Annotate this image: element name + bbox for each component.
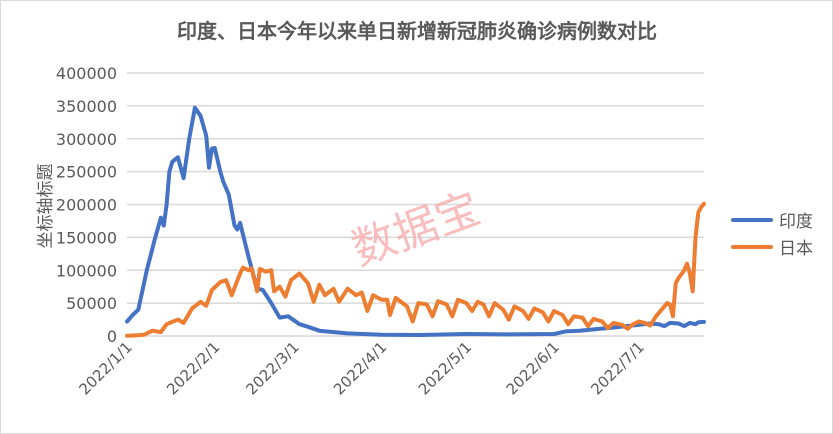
x-tick-label: 2022/7/1 [587, 338, 647, 398]
y-axis-title: 坐标轴标题 [36, 164, 56, 249]
y-tick-label: 50000 [66, 294, 117, 313]
series-line-japan [125, 201, 706, 338]
y-tick-label: 100000 [56, 261, 117, 280]
x-tick-label: 2022/3/1 [242, 338, 302, 398]
gridlines [127, 72, 704, 337]
y-tick-label: 0 [107, 327, 117, 346]
y-tick-label: 200000 [56, 196, 117, 215]
y-tick-label: 300000 [56, 130, 117, 149]
chart-title: 印度、日本今年以来单日新增新冠肺炎确诊病例数对比 [177, 19, 657, 43]
x-tick-label: 2022/4/1 [330, 338, 390, 398]
x-tick-label: 2022/2/1 [163, 338, 223, 398]
legend-label: 印度 [779, 212, 813, 232]
x-axis: 2022/1/1 2022/2/1 2022/3/1 2022/4/1 2022/5/1… [75, 338, 647, 398]
y-tick-label: 250000 [56, 163, 117, 182]
x-tick-label: 2022/5/1 [415, 338, 475, 398]
y-axis: 0 50000 100000 150000 200000 250000 300000 3500… [56, 64, 117, 346]
y-tick-label: 400000 [56, 64, 117, 83]
watermark: 数据宝 [345, 183, 486, 276]
legend-label: 日本 [779, 239, 813, 259]
series-lines [125, 105, 706, 338]
y-tick-label: 150000 [56, 228, 117, 247]
x-tick-label: 2022/6/1 [503, 338, 563, 398]
x-tick-label: 2022/1/1 [75, 338, 135, 398]
y-tick-label: 350000 [56, 97, 117, 116]
